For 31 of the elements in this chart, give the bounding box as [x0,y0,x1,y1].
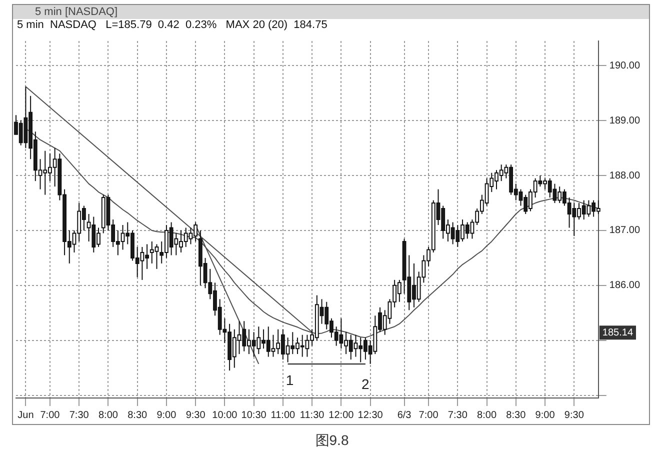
annotation: 2 [362,376,370,392]
x-tick-label: 12:00 [328,410,354,421]
chart-title: 5 min [NASDAQ] [13,5,649,19]
x-tick-label: 8:30 [506,410,526,421]
y-tick-label: 187.00 [609,225,640,236]
x-tick-label: 8:00 [477,410,497,421]
x-tick-label: 7:30 [69,410,90,421]
x-tick-label: 11:00 [270,410,296,421]
chart-subtitle: 5 min NASDAQ L=185.79 0.42 0.23% MAX 20 (20) 184.75 [16,19,328,32]
annotation: 185.14 [602,327,634,338]
annotation: 1 [286,372,294,388]
x-tick-label: 9:00 [535,410,556,421]
x-tick-label: 9:30 [564,410,584,421]
x-tick-label: 9:30 [186,410,206,421]
x-tick-label: 11:30 [300,410,325,421]
x-tick-label: 8:30 [128,410,148,421]
y-tick-label: 190.00 [609,60,640,72]
x-tick-label: 6/3 [397,410,412,421]
x-tick-label: 7:00 [40,410,60,421]
x-tick-label: 9:00 [156,410,177,421]
x-tick-label: 10:00 [212,410,238,421]
x-tick-label: 8:00 [98,410,118,421]
x-tick-label: 12:30 [358,410,384,421]
y-tick-label: 188.00 [609,170,640,182]
x-tick-label: 10:30 [241,410,267,421]
x-tick-label: Jun [18,410,34,421]
y-tick-label: 186.00 [609,280,640,292]
x-tick-label: 7:30 [448,410,468,421]
x-tick-label: 7:00 [418,410,439,421]
y-tick-label: 189.00 [609,115,640,126]
caption: 图9.8 [314,432,350,450]
